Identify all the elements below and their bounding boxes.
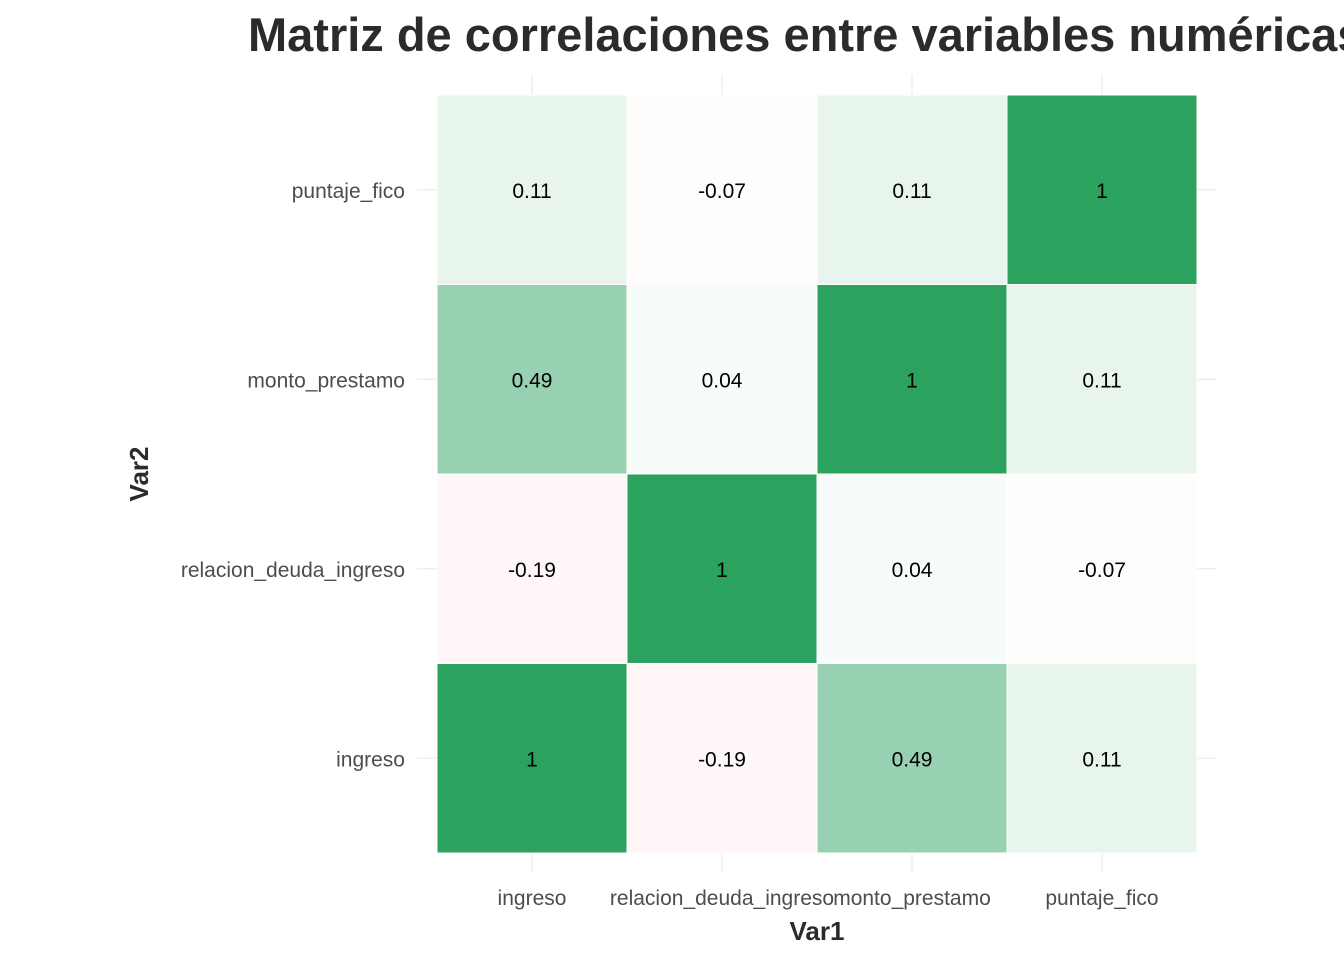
cell-value-label: 0.04 [892,559,933,582]
heatmap-cells [436,94,1198,854]
heatmap-cell [626,473,818,664]
cell-value-label: 0.11 [892,180,931,203]
cell-value-label: 1 [1096,180,1108,203]
heatmap-cell [1006,94,1198,285]
heatmap-cell [816,284,1008,475]
x-axis-title: Var1 [790,916,845,946]
heatmap-cell [436,284,628,475]
x-tick-label: relacion_deuda_ingreso [610,887,834,910]
heatmap-cell [816,663,1008,854]
y-axis-title: Var2 [124,447,154,502]
cell-value-label: -0.07 [698,180,746,203]
heatmap-cell [1006,663,1198,854]
y-axis-tick-labels: ingreso relacion_deuda_ingreso monto_prest… [181,180,405,772]
y-tick-label: ingreso [336,748,405,771]
cell-value-label: 1 [906,369,918,392]
cell-value-label: 1 [526,748,538,771]
cell-value-label: 0.49 [892,748,933,771]
cell-value-label: -0.07 [1078,559,1126,582]
x-tick-label: ingreso [498,887,567,910]
cell-value-label: 0.11 [512,180,551,203]
heatmap-cell [816,94,1008,285]
cell-value-label: 0.04 [702,369,743,392]
y-tick-label: puntaje_fico [292,180,405,203]
cell-value-label: 0.11 [1082,748,1121,771]
cell-value-label: 0.49 [512,369,553,392]
x-tick-label: monto_prestamo [833,887,991,910]
cell-value-label: -0.19 [698,748,746,771]
cell-value-label: -0.19 [508,559,556,582]
y-tick-label: relacion_deuda_ingreso [181,559,405,582]
heatmap-cell [626,94,818,285]
y-tick-label: monto_prestamo [247,369,405,392]
cell-value-label: 0.11 [1082,369,1121,392]
heatmap-cell [436,663,628,854]
heatmap-cell [436,473,628,664]
chart-title: Matriz de correlaciones entre variables … [248,8,1344,61]
x-tick-label: puntaje_fico [1045,887,1158,910]
cell-value-label: 1 [716,559,728,582]
heatmap-cell [1006,473,1198,664]
heatmap-cell [1006,284,1198,475]
x-axis-tick-labels: ingreso relacion_deuda_ingreso monto_prest… [498,887,1159,910]
cell-value-labels: 1 -0.19 0.49 0.11 -0.19 1 0.04 -0.07 0.49 0.04 1 0.… [508,180,1126,772]
